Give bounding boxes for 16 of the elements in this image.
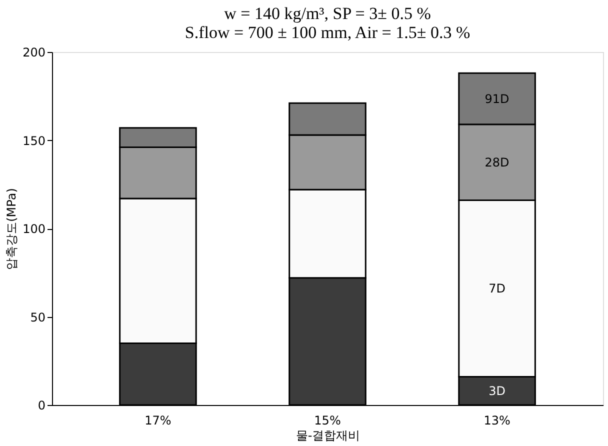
y-tick-label: 100 bbox=[22, 222, 46, 236]
x-tick-label: 17% bbox=[144, 414, 172, 428]
y-tick-label: 0 bbox=[38, 398, 46, 412]
text: S.flow = 700 ± 100 mm, Air = 1.5± 0.3 % bbox=[184, 23, 470, 42]
x-tick-label: 15% bbox=[314, 414, 341, 428]
series-label: 91D bbox=[484, 92, 510, 106]
x-tick-label: 13% bbox=[484, 414, 510, 428]
series-label: 28D bbox=[484, 155, 510, 170]
series-label: 7D bbox=[488, 282, 506, 296]
text: w = 140 kg/m³, SP = 3± 0.5 % bbox=[224, 4, 431, 23]
series-label: 3D bbox=[488, 384, 506, 398]
y-tick-label: 50 bbox=[30, 310, 46, 324]
x-axis-title: 물-결합재비 bbox=[296, 428, 360, 442]
y-tick-label: 200 bbox=[22, 46, 46, 60]
y-tick-label: 150 bbox=[22, 134, 46, 148]
y-axis-title: 압축강도(MPa) bbox=[4, 188, 19, 270]
